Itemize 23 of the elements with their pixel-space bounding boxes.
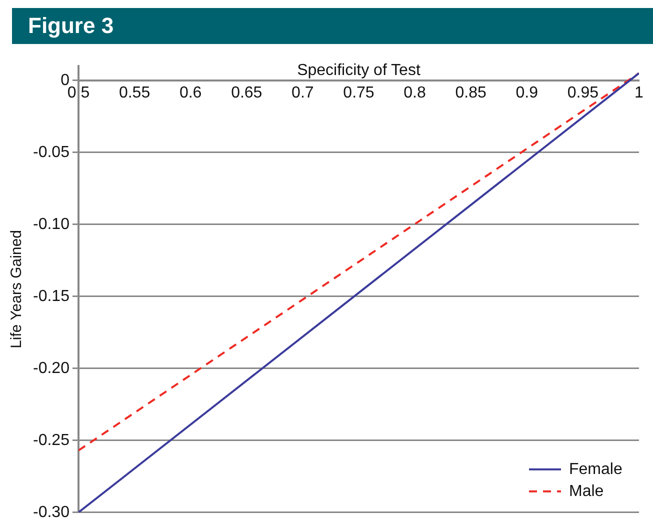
x-tick-label: 0.75 bbox=[343, 84, 374, 102]
x-tick-label: 0.5 bbox=[67, 84, 90, 102]
x-tick-label: 0.55 bbox=[118, 84, 150, 102]
y-tick-label: -0.20 bbox=[33, 360, 70, 377]
x-tick-label: 0.6 bbox=[179, 84, 202, 102]
x-tick-label: 0.85 bbox=[455, 84, 487, 102]
x-tick-label: 1 bbox=[634, 84, 644, 102]
x-axis-title: Specificity of Test bbox=[297, 62, 421, 79]
y-tick-label: -0.05 bbox=[33, 144, 70, 161]
y-tick-label: 0 bbox=[60, 72, 70, 89]
y-tick-label: -0.15 bbox=[33, 288, 70, 305]
x-tick-label: 0.9 bbox=[516, 84, 538, 102]
y-axis-title: Life Years Gained bbox=[8, 230, 26, 348]
chart-title: Figure 3 bbox=[12, 8, 653, 44]
legend-label: Male bbox=[569, 482, 604, 500]
y-tick-label: -0.10 bbox=[33, 216, 70, 233]
x-tick-label: 0.65 bbox=[231, 84, 262, 102]
x-tick-label: 0.95 bbox=[567, 84, 599, 102]
x-tick-label: 0.7 bbox=[292, 84, 314, 102]
x-tick-label: 0.8 bbox=[404, 84, 426, 102]
y-tick-label: -0.30 bbox=[33, 504, 70, 521]
legend-label: Female bbox=[569, 460, 622, 478]
y-tick-label: -0.25 bbox=[33, 432, 70, 449]
